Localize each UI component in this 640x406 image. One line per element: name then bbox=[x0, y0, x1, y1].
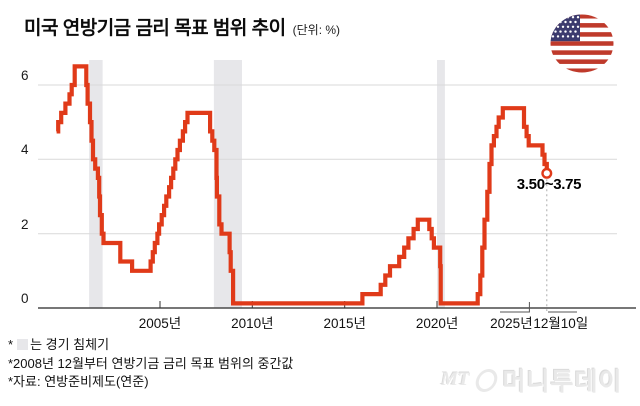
unit-label: (단위: %) bbox=[292, 23, 341, 37]
x-axis-label: 12월10일 bbox=[533, 316, 589, 331]
y-axis-label: 6 bbox=[21, 67, 29, 83]
rate-step-line bbox=[56, 64, 549, 306]
watermark-mt-abbr: MT bbox=[441, 369, 470, 390]
x-axis-label: 2010년 bbox=[231, 316, 274, 331]
x-axis-label: 2025년 bbox=[490, 316, 533, 331]
tick-2025-bracket bbox=[500, 302, 530, 313]
watermark-moneytoday: MT 머니투데이 bbox=[441, 362, 623, 398]
x-axis-label: 2005년 bbox=[138, 316, 182, 331]
footnote-recession: * 는 경기 침체기 bbox=[8, 336, 293, 355]
recession-band-swatch bbox=[17, 339, 29, 350]
latest-rate-annotation: 3.50~3.75 bbox=[516, 176, 582, 193]
latest-point-marker bbox=[541, 167, 553, 179]
chart-header: 미국 연방기금 금리 목표 범위 추이 (단위: %) bbox=[24, 13, 340, 40]
watermark-logo-icon bbox=[473, 368, 499, 392]
page-title: 미국 연방기금 금리 목표 범위 추이 bbox=[24, 18, 286, 39]
y-axis-label: 4 bbox=[21, 142, 29, 158]
footnote-asterisk: * bbox=[8, 337, 14, 352]
footnote-source: *자료: 연방준비제도(연준) bbox=[8, 374, 149, 389]
y-axis-label: 0 bbox=[21, 291, 29, 306]
footnote-recession-text: 는 경기 침체기 bbox=[30, 337, 110, 352]
y-axis-label: 2 bbox=[21, 216, 29, 232]
footnotes: * 는 경기 침체기 *2008년 12월부터 연방기금 금리 목표 범위의 중간… bbox=[8, 336, 293, 392]
footnote-midpoint: *2008년 12월부터 연방기금 금리 목표 범위의 중간값 bbox=[8, 355, 294, 371]
us-flag-icon bbox=[550, 14, 614, 73]
x-axis-label: 2020년 bbox=[415, 316, 459, 331]
x-axis-label: 2015년 bbox=[323, 316, 366, 331]
recession-band bbox=[437, 60, 445, 308]
watermark-brand: 머니투데이 bbox=[502, 368, 623, 396]
